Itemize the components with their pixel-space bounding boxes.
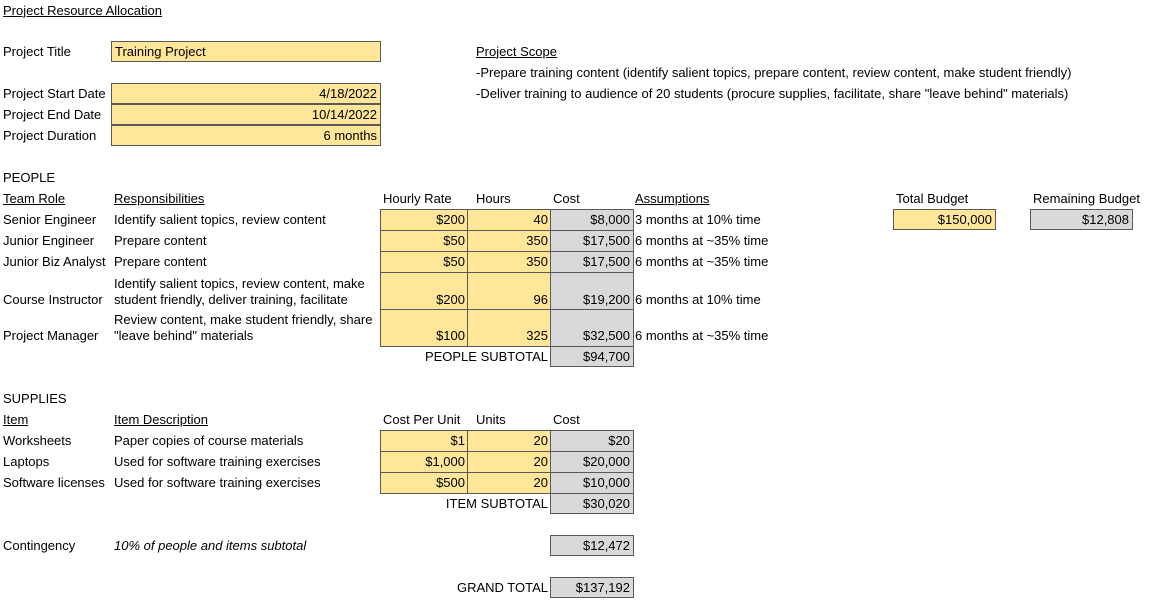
column-header: Hourly Rate bbox=[383, 190, 452, 206]
input-cell: $200 bbox=[380, 209, 469, 231]
table-cell: Junior Biz Analyst bbox=[3, 253, 106, 269]
input-cell: $50 bbox=[380, 230, 469, 252]
input-cell: 96 bbox=[467, 272, 552, 311]
section-heading: SUPPLIES bbox=[3, 390, 67, 406]
input-cell: 350 bbox=[467, 251, 552, 273]
label: Project End Date bbox=[3, 106, 102, 122]
input-cell: 20 bbox=[467, 472, 552, 494]
column-header: Hours bbox=[476, 190, 511, 206]
table-cell: Software licenses bbox=[3, 474, 105, 490]
subtotal-label: ITEM SUBTOTAL bbox=[445, 495, 548, 511]
label: Contingency bbox=[3, 537, 76, 553]
table-cell: Identify salient topics, review content,… bbox=[114, 276, 365, 307]
scope-item: -Deliver training to audience of 20 stud… bbox=[476, 85, 1069, 101]
column-header: Cost bbox=[553, 190, 580, 206]
table-cell: 6 months at ~35% time bbox=[635, 328, 769, 343]
table-cell: Review content, make student friendly, s… bbox=[114, 312, 373, 343]
table-cell: 6 months at ~35% time bbox=[635, 253, 769, 269]
column-header: Item Description bbox=[114, 411, 208, 427]
label: Total Budget bbox=[896, 190, 969, 206]
input-cell: 4/18/2022 bbox=[111, 83, 381, 104]
input-cell: 325 bbox=[467, 309, 552, 347]
input-cell: 20 bbox=[467, 451, 552, 473]
computed-cell: $12,472 bbox=[550, 535, 634, 556]
table-cell: Identify salient topics, review content bbox=[114, 211, 326, 227]
input-cell: $500 bbox=[380, 472, 469, 494]
column-header: Item bbox=[3, 411, 29, 427]
input-cell: $150,000 bbox=[893, 209, 996, 230]
computed-cell: $20,000 bbox=[550, 451, 634, 473]
input-cell: $200 bbox=[380, 272, 469, 311]
input-cell: Training Project bbox=[111, 41, 381, 62]
column-header: Units bbox=[476, 411, 506, 427]
column-header: Cost Per Unit bbox=[383, 411, 461, 427]
computed-cell: $19,200 bbox=[550, 272, 634, 311]
scope-item: -Prepare training content (identify sali… bbox=[476, 64, 1072, 80]
label: Project Start Date bbox=[3, 85, 106, 101]
input-cell: 350 bbox=[467, 230, 552, 252]
table-cell: Senior Engineer bbox=[3, 211, 97, 227]
table-cell: Laptops bbox=[3, 453, 50, 469]
table-cell: Prepare content bbox=[114, 253, 207, 269]
table-cell: 6 months at ~35% time bbox=[635, 232, 769, 248]
description: 10% of people and items subtotal bbox=[114, 537, 307, 553]
total-label: GRAND TOTAL bbox=[456, 579, 548, 595]
input-cell: 6 months bbox=[111, 125, 381, 146]
computed-cell: $12,808 bbox=[1030, 209, 1133, 230]
computed-cell: $8,000 bbox=[550, 209, 634, 231]
label: Project Title bbox=[3, 43, 71, 59]
label: Remaining Budget bbox=[1033, 190, 1140, 206]
table-cell: Junior Engineer bbox=[3, 232, 95, 248]
computed-cell: $10,000 bbox=[550, 472, 634, 494]
column-header: Responsibilities bbox=[114, 190, 205, 206]
column-header: Cost bbox=[553, 411, 580, 427]
table-cell: 6 months at 10% time bbox=[635, 292, 761, 307]
sheet-title: Project Resource Allocation bbox=[3, 2, 162, 18]
computed-cell: $30,020 bbox=[550, 493, 634, 514]
computed-cell: $137,192 bbox=[550, 577, 634, 598]
input-cell: 10/14/2022 bbox=[111, 104, 381, 125]
input-cell: $1 bbox=[380, 430, 469, 452]
input-cell: 40 bbox=[467, 209, 552, 231]
table-cell: Course Instructor bbox=[3, 292, 103, 307]
subtotal-label: PEOPLE SUBTOTAL bbox=[424, 348, 548, 364]
column-header: Team Role bbox=[3, 190, 66, 206]
computed-cell: $20 bbox=[550, 430, 634, 452]
table-cell: Used for software training exercises bbox=[114, 474, 321, 490]
computed-cell: $17,500 bbox=[550, 251, 634, 273]
input-cell: $1,000 bbox=[380, 451, 469, 473]
column-header: Assumptions bbox=[635, 190, 710, 206]
table-cell: Prepare content bbox=[114, 232, 207, 248]
computed-cell: $94,700 bbox=[550, 346, 634, 367]
input-cell: $50 bbox=[380, 251, 469, 273]
input-cell: 20 bbox=[467, 430, 552, 452]
scope-heading: Project Scope bbox=[476, 43, 557, 59]
input-cell: $100 bbox=[380, 309, 469, 347]
computed-cell: $17,500 bbox=[550, 230, 634, 252]
computed-cell: $32,500 bbox=[550, 309, 634, 347]
table-cell: Used for software training exercises bbox=[114, 453, 321, 469]
label: Project Duration bbox=[3, 127, 97, 143]
table-cell: Paper copies of course materials bbox=[114, 432, 304, 448]
section-heading: PEOPLE bbox=[3, 169, 56, 185]
table-cell: Worksheets bbox=[3, 432, 72, 448]
table-cell: 3 months at 10% time bbox=[635, 211, 761, 227]
table-cell: Project Manager bbox=[3, 328, 99, 343]
